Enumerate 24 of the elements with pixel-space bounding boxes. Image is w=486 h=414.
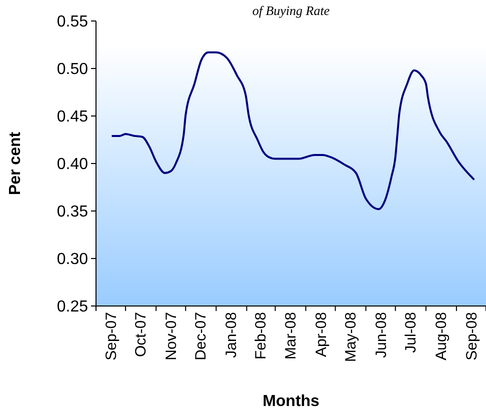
- chart-title: of Buying Rate: [252, 3, 330, 18]
- x-tick-label: Jul-08: [402, 312, 420, 353]
- x-tick-label: Apr-08: [312, 312, 330, 358]
- y-axis-title: Per cent: [7, 131, 24, 196]
- x-axis-title: Months: [262, 393, 320, 410]
- y-tick-label: 0.40: [56, 156, 88, 174]
- x-tick-label: Feb-08: [252, 312, 270, 360]
- y-tick-label: 0.45: [56, 108, 88, 126]
- x-tick-label: Jan-08: [223, 312, 240, 358]
- y-tick-label: 0.35: [56, 204, 88, 221]
- x-tick-label: May-08: [342, 312, 360, 362]
- y-tick-label: 0.50: [56, 61, 88, 78]
- x-tick-label: Jun-08: [372, 312, 390, 358]
- y-tick-label: 0.55: [56, 14, 88, 31]
- line-series: [110, 51, 476, 210]
- x-tick-label: Sep-07: [103, 312, 120, 360]
- y-tick-label: 0.25: [56, 298, 88, 316]
- x-tick-label: Mar-08: [282, 312, 300, 360]
- x-tick-label: Aug-08: [432, 312, 450, 360]
- y-tick-label: 0.30: [56, 251, 88, 268]
- x-tick-label: Sep-08: [463, 312, 480, 360]
- x-tick-label: Dec-07: [192, 312, 210, 360]
- x-tick-label: Oct-07: [132, 312, 150, 358]
- x-tick-label: Nov-07: [163, 312, 180, 360]
